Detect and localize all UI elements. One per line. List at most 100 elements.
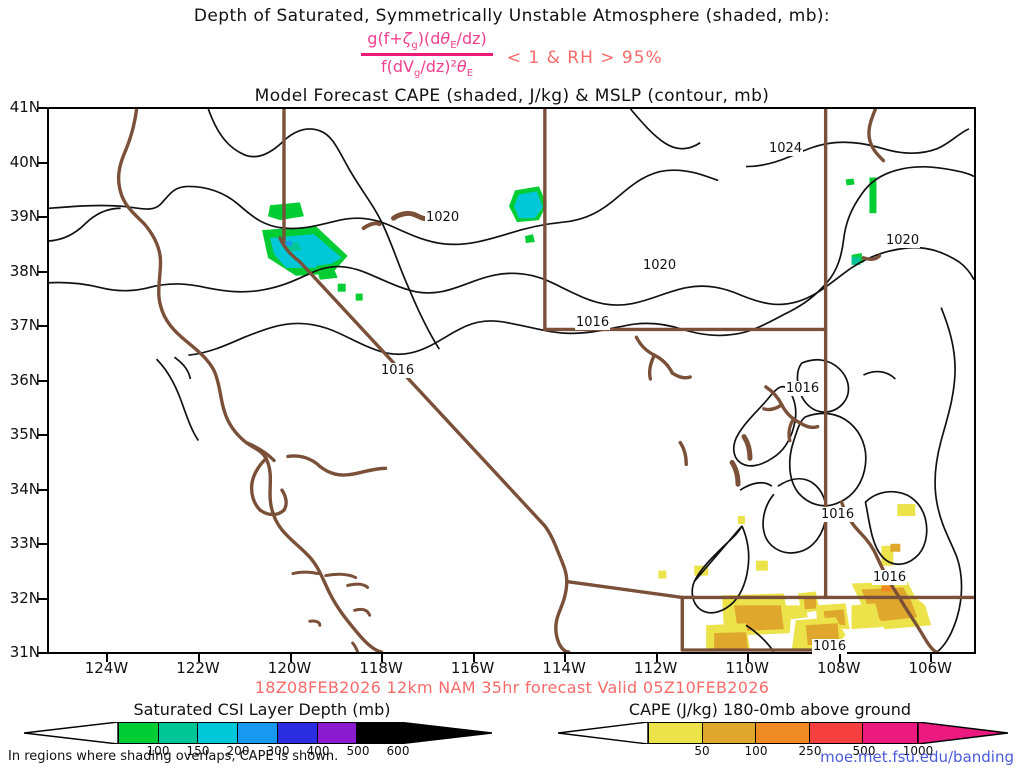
colorbar-body[interactable] — [648, 722, 918, 744]
colorbar-segment[interactable] — [863, 723, 917, 743]
mslp-contour-label: 1020 — [425, 210, 461, 225]
lat-label: 36N — [9, 370, 40, 389]
colorbar-tick-label: 500 — [346, 744, 370, 758]
mslp-contour-label: 1016 — [785, 381, 821, 396]
colorbar-tick-label: 150 — [186, 744, 210, 758]
formula-condition: < 1 & RH > 95% — [506, 47, 663, 68]
lon-label: 120W — [267, 659, 312, 677]
colorbar-segment[interactable] — [198, 723, 239, 743]
csi-colorbar[interactable] — [24, 722, 492, 744]
colorbar-tick-label: 300 — [266, 744, 290, 758]
source-url-link[interactable]: moe.met.fsu.edu/banding — [820, 748, 1014, 766]
page-title: Depth of Saturated, Symmetrically Unstab… — [193, 6, 831, 26]
colorbar-right-arrow — [918, 722, 1008, 744]
colorbar-tick-label: 100 — [146, 744, 170, 758]
lon-label: 118W — [359, 659, 403, 677]
colorbar-segment[interactable] — [158, 723, 199, 743]
lat-label: 32N — [9, 588, 40, 607]
mslp-contour-label: 1024 — [768, 141, 804, 156]
lat-tick — [38, 161, 47, 164]
formula-denominator: f(dVg/dz)²θE — [380, 57, 474, 80]
lat-label: 31N — [9, 643, 40, 661]
lon-tick — [381, 654, 384, 662]
colorbar-tick-label: 50 — [694, 744, 710, 758]
lon-tick — [838, 654, 841, 662]
mslp-contour-label: 1016 — [820, 507, 856, 522]
colorbar-tick-label: 1000 — [902, 744, 934, 758]
lat-label: 37N — [9, 316, 40, 334]
lat-tick — [38, 434, 47, 436]
mslp-contour-label: 1016 — [812, 639, 848, 654]
lon-tick — [289, 654, 292, 662]
colorbar-left-arrow-outline — [24, 722, 118, 744]
forecast-valid-line: 18Z08FEB2026 12km NAM 35hr forecast Vali… — [254, 678, 770, 697]
colorbar-segment[interactable] — [357, 723, 398, 743]
lon-label: 110W — [725, 659, 769, 677]
lon-label: 108W — [816, 659, 861, 677]
formula-fraction: g(f+ζg)(dθE/dz) f(dVg/dz)²θE — [361, 29, 493, 80]
lat-tick — [38, 652, 47, 654]
lon-label: 112W — [633, 659, 678, 677]
lat-label: 40N — [9, 152, 40, 171]
lon-tick — [564, 654, 567, 662]
cape-shading-layer — [658, 504, 932, 651]
map-canvas — [49, 109, 974, 652]
lon-label: 116W — [450, 659, 495, 677]
formula-divider — [361, 53, 493, 57]
lat-label: 33N — [9, 534, 40, 552]
cape-colorbar[interactable] — [558, 722, 1008, 744]
overlap-note: In regions where shading overlaps, CAPE … — [8, 749, 339, 764]
csi-shading-layer — [262, 177, 877, 301]
lat-tick — [38, 216, 47, 218]
colorbar-segment[interactable] — [702, 723, 757, 743]
lat-label: 38N — [9, 261, 40, 280]
lat-label: 34N — [9, 479, 40, 498]
colorbar-tick-label: 100 — [744, 744, 768, 758]
colorbar-right-arrow — [398, 722, 492, 744]
colorbar-tick-label: 250 — [798, 744, 822, 758]
lat-tick — [38, 270, 47, 273]
lon-tick — [747, 654, 750, 662]
colorbar-segment[interactable] — [649, 723, 703, 743]
lon-tick — [198, 654, 201, 662]
mslp-contour-label: 1016 — [575, 315, 611, 330]
mslp-contour-label: 1020 — [885, 233, 921, 248]
lat-tick — [38, 543, 47, 545]
colorbar-segment[interactable] — [238, 723, 278, 743]
lat-label: 35N — [9, 425, 40, 443]
mslp-contour-label: 1020 — [642, 258, 678, 273]
colorbar-segment[interactable] — [317, 723, 358, 743]
page-subtitle: Model Forecast CAPE (shaded, J/kg) & MSL… — [254, 86, 770, 106]
lon-tick — [472, 654, 475, 662]
colorbar-segment[interactable] — [277, 723, 318, 743]
csi-colorbar-ticks: 100 150 200 300 400 500 600 — [24, 744, 492, 758]
lon-label: 122W — [176, 659, 220, 677]
colorbar-segment[interactable] — [809, 723, 864, 743]
colorbar-segment[interactable] — [756, 723, 810, 743]
lon-tick — [106, 654, 109, 662]
colorbar-segment[interactable] — [119, 723, 159, 743]
mslp-contour-label: 1016 — [380, 363, 416, 378]
lon-label: 114W — [542, 659, 586, 677]
colorbar-body[interactable] — [118, 722, 398, 744]
colorbar-tick-label: 200 — [226, 744, 250, 758]
state-borders-layer — [116, 109, 974, 652]
cape-legend-title: CAPE (J/kg) 180-0mb above ground — [628, 700, 912, 719]
csi-legend-title: Saturated CSI Layer Depth (mb) — [133, 700, 391, 719]
lat-label: 41N — [9, 98, 40, 116]
mslp-contour-label: 1016 — [872, 570, 908, 585]
lon-tick — [655, 654, 658, 662]
csi-formula: g(f+ζg)(dθE/dz) f(dVg/dz)²θE < 1 & RH > … — [0, 29, 1024, 80]
colorbar-tick-label: 600 — [386, 744, 410, 758]
lat-tick — [38, 488, 47, 491]
cape-colorbar-ticks: 50 100 250 500 1000 — [558, 744, 1008, 758]
formula-numerator: g(f+ζg)(dθE/dz) — [367, 29, 487, 52]
lon-label: 106W — [908, 659, 952, 677]
lat-tick — [38, 107, 47, 109]
colorbar-tick-label: 400 — [306, 744, 330, 758]
lon-label: 124W — [84, 659, 129, 677]
colorbar-tick-label: 500 — [852, 744, 876, 758]
lat-tick — [38, 597, 47, 600]
map-frame[interactable] — [47, 107, 976, 654]
